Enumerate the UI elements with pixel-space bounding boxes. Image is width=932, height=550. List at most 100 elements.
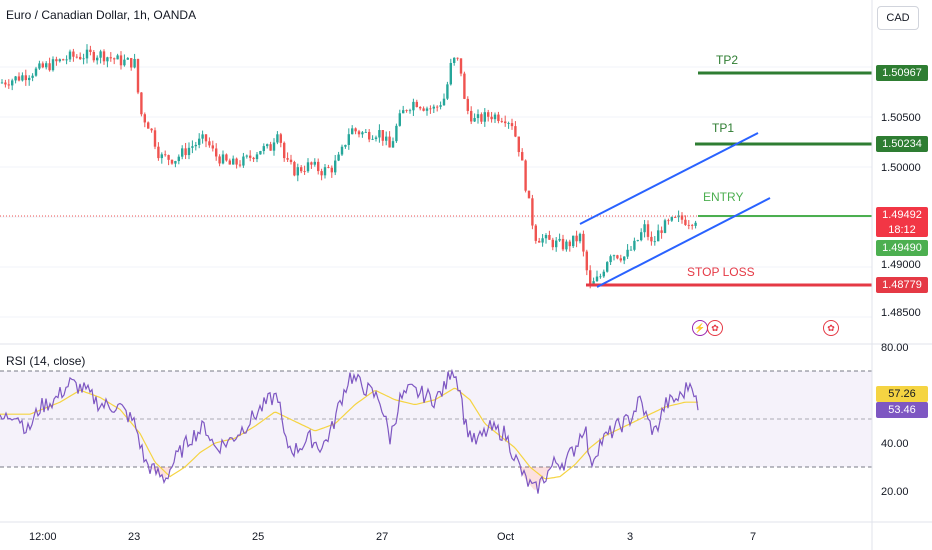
candle-body	[252, 157, 255, 160]
candle-body	[541, 238, 544, 243]
candle-body	[385, 136, 388, 141]
candle-body	[21, 75, 24, 81]
candle-body	[58, 59, 61, 62]
candle-body	[544, 235, 548, 239]
candle-body	[612, 255, 616, 257]
candle-body	[17, 76, 21, 81]
candle-body	[232, 158, 235, 165]
rsi-indicator-title[interactable]: RSI (14, close)	[6, 354, 86, 368]
stop-loss-label: STOP LOSS	[687, 265, 755, 279]
candle-body	[555, 240, 558, 248]
candle-body	[398, 113, 401, 126]
candle-body	[313, 161, 316, 165]
candle-body	[235, 158, 238, 165]
time-tick: 7	[750, 531, 756, 543]
candle-body	[259, 151, 262, 155]
symbol-title[interactable]: Euro / Canadian Dollar, 1h, OANDA	[6, 8, 197, 22]
channel-lower-line	[596, 197, 771, 288]
candle-body	[82, 58, 85, 60]
candle-body	[245, 155, 248, 157]
candle-body	[269, 144, 272, 151]
candle-body	[504, 121, 507, 124]
candlestick-series	[0, 44, 697, 289]
candle-body	[473, 118, 476, 122]
candle-body	[476, 114, 480, 119]
candle-body	[204, 134, 208, 142]
currency-button[interactable]: CAD	[877, 6, 919, 30]
candle-body	[327, 167, 330, 168]
candle-body	[412, 101, 415, 111]
candle-body	[177, 156, 180, 162]
candle-body	[92, 51, 95, 61]
candle-body	[425, 108, 429, 111]
countdown-tag: 18:12	[876, 223, 928, 237]
candle-body	[174, 161, 177, 164]
candle-body	[249, 155, 252, 158]
candle-body	[170, 159, 174, 164]
candle-body	[68, 51, 72, 60]
candle-body	[72, 51, 75, 57]
candle-body	[436, 106, 439, 108]
candle-body	[123, 59, 126, 66]
candle-body	[408, 110, 412, 112]
lightning-icon[interactable]: ⚡	[692, 320, 708, 336]
candle-body	[578, 233, 582, 242]
candle-body	[31, 75, 34, 78]
candle-body	[242, 156, 245, 166]
candle-body	[354, 128, 357, 132]
candle-body	[191, 146, 194, 148]
canada-flag-icon[interactable]: ✿	[707, 320, 723, 336]
candle-body	[582, 233, 585, 252]
candle-body	[524, 160, 527, 191]
candle-body	[636, 240, 639, 241]
candle-body	[221, 154, 225, 164]
candle-body	[439, 105, 442, 107]
candle-body	[55, 59, 58, 62]
candle-body	[211, 145, 214, 149]
candle-body	[623, 256, 626, 261]
candle-body	[296, 167, 299, 176]
candle-body	[85, 49, 89, 59]
candle-body	[293, 162, 296, 176]
candle-body	[357, 131, 361, 135]
candle-body	[62, 59, 65, 61]
candle-body	[660, 230, 663, 233]
candle-body	[198, 138, 201, 145]
candle-body	[364, 131, 367, 133]
rsi-extreme-fills	[140, 467, 562, 490]
candle-body	[102, 51, 106, 62]
candle-body	[629, 249, 633, 251]
candle-body	[470, 110, 473, 122]
candle-body	[626, 249, 629, 257]
candle-body	[456, 57, 459, 59]
candle-body	[633, 240, 636, 250]
candle-body	[646, 224, 650, 237]
candle-body	[344, 144, 347, 147]
candle-body	[279, 134, 282, 143]
candle-body	[619, 258, 622, 261]
candle-body	[201, 134, 204, 139]
candle-body	[215, 148, 218, 157]
candle-body	[381, 130, 384, 141]
candle-body	[378, 130, 381, 138]
candle-body	[323, 167, 327, 176]
candle-body	[616, 255, 619, 259]
candle-body	[51, 59, 55, 71]
candle-body	[361, 132, 364, 135]
candle-body	[429, 108, 432, 110]
candle-body	[79, 56, 82, 60]
canada-flag-icon[interactable]: ✿	[823, 320, 839, 336]
candle-body	[521, 152, 524, 161]
candle-body	[517, 136, 520, 153]
candle-body	[181, 148, 184, 157]
candle-body	[300, 167, 303, 172]
candle-body	[136, 58, 140, 93]
candle-body	[225, 154, 228, 161]
time-tick: 25	[252, 531, 264, 543]
candle-body	[255, 154, 259, 160]
candle-body	[116, 55, 119, 60]
candle-body	[374, 137, 378, 139]
candle-body	[565, 241, 568, 250]
candle-body	[126, 58, 129, 60]
